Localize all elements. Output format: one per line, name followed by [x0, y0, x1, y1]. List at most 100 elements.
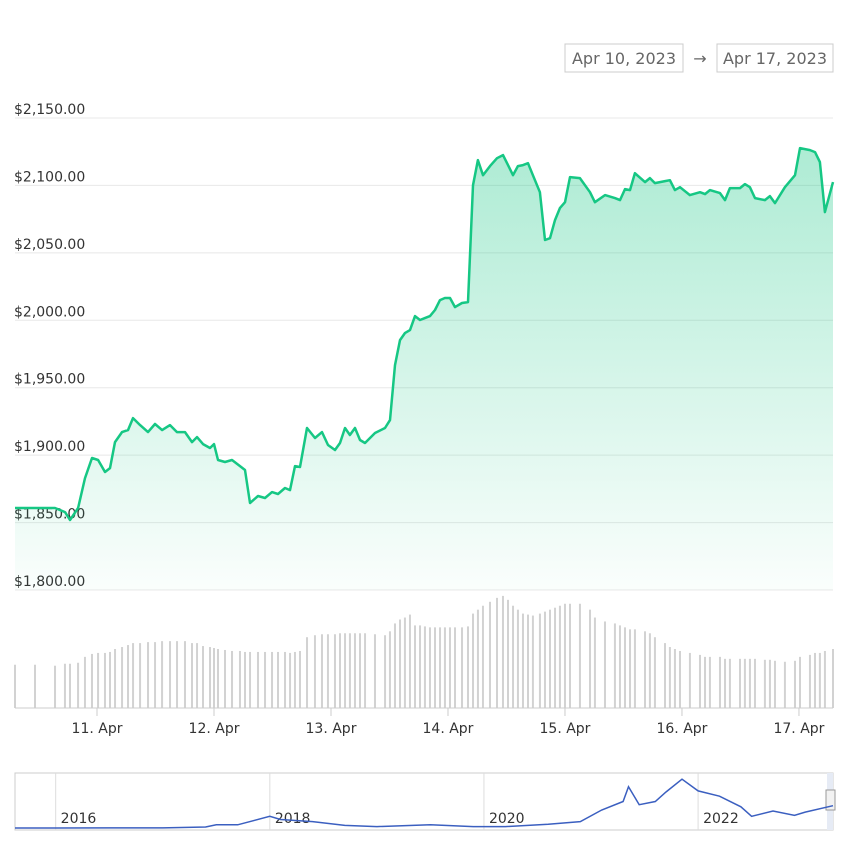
- volume-bar: [256, 651, 259, 708]
- x-tick-label: 11. Apr: [72, 721, 123, 737]
- volume-bar: [748, 658, 751, 708]
- volume-bar: [384, 635, 387, 708]
- volume-bar: [176, 641, 179, 708]
- volume-bar: [454, 627, 457, 708]
- volume-bar: [488, 601, 491, 708]
- volume-bar: [244, 651, 247, 708]
- volume-bar: [326, 634, 329, 708]
- volume-bar: [698, 654, 701, 708]
- volume-bar: [191, 643, 194, 708]
- volume-bar: [284, 651, 287, 708]
- volume-bar: [501, 595, 504, 708]
- volume-bar: [708, 656, 711, 708]
- volume-bar: [238, 650, 241, 708]
- volume-bar: [813, 652, 816, 708]
- volume-bar: [668, 647, 671, 708]
- x-tick-label: 15. Apr: [540, 721, 591, 737]
- volume-bar: [196, 643, 199, 708]
- volume-bar: [643, 631, 646, 708]
- volume-bar: [808, 654, 811, 708]
- volume-bar: [613, 623, 616, 708]
- price-line: [15, 146, 835, 522]
- volume-bar: [773, 660, 776, 708]
- volume-bar: [633, 629, 636, 708]
- volume-bar: [231, 650, 234, 708]
- volume-bar: [154, 642, 157, 708]
- volume-bar: [481, 605, 484, 708]
- y-tick-label: $2,000.00: [14, 304, 85, 320]
- volume-bar: [339, 633, 342, 708]
- y-tick-label: $1,950.00: [14, 372, 85, 388]
- volume-bar: [364, 633, 367, 708]
- volume-bar: [408, 614, 411, 708]
- volume-bar: [413, 625, 416, 708]
- volume-bar: [121, 647, 124, 708]
- y-tick-label: $1,900.00: [14, 439, 85, 455]
- volume-bar: [276, 651, 279, 708]
- volume-bar: [563, 603, 566, 708]
- volume-bar: [578, 603, 581, 708]
- volume-bar: [373, 634, 376, 708]
- volume-bar: [344, 633, 347, 708]
- volume-bar: [558, 605, 561, 708]
- x-tick-label: 16. Apr: [656, 721, 707, 737]
- volume-bar: [114, 649, 117, 708]
- volume-bar: [127, 645, 130, 708]
- volume-bar: [472, 613, 475, 708]
- volume-bar: [313, 635, 316, 708]
- volume-bar: [213, 648, 216, 708]
- volume-bar: [202, 646, 205, 708]
- volume-bar: [743, 658, 746, 708]
- volume-bar: [593, 617, 596, 708]
- date-to-box[interactable]: [716, 43, 834, 73]
- volume-bar: [688, 652, 691, 708]
- volume-bar: [673, 649, 676, 708]
- volume-bar: [353, 633, 356, 708]
- date-to[interactable]: Apr 17, 2023: [723, 49, 827, 68]
- volume-bar: [496, 597, 499, 708]
- volume-bar: [433, 627, 436, 708]
- volume-bar: [293, 651, 296, 708]
- volume-bar: [333, 634, 336, 708]
- navigator-handle[interactable]: [825, 789, 836, 811]
- volume-bar: [132, 643, 135, 708]
- volume-bar: [103, 652, 106, 708]
- volume-bar: [753, 658, 756, 708]
- date-from-box[interactable]: [564, 43, 684, 73]
- navigator-tick-label: 2020: [489, 811, 525, 827]
- volume-bar: [704, 656, 707, 708]
- date-from[interactable]: Apr 10, 2023: [572, 49, 676, 68]
- price-area: [15, 148, 833, 590]
- volume-bar: [763, 659, 766, 708]
- volume-bar: [799, 656, 802, 708]
- volume-bar: [271, 651, 274, 708]
- volume-bar: [476, 609, 479, 708]
- navigator-tick-label: 2022: [703, 811, 739, 827]
- volume-bar: [209, 647, 212, 708]
- navigator-line: [15, 778, 834, 829]
- y-tick-label: $2,100.00: [14, 169, 85, 185]
- volume-bar: [653, 637, 656, 708]
- volume-bar: [768, 659, 771, 708]
- volume-bar: [403, 617, 406, 708]
- volume-bar: [289, 652, 292, 708]
- volume-bar: [393, 623, 396, 708]
- volume-bar: [678, 650, 681, 708]
- volume-bar: [603, 621, 606, 708]
- volume-bar: [388, 631, 391, 708]
- volume-bar: [623, 627, 626, 708]
- volume-bar: [531, 615, 534, 708]
- x-tick-label: 13. Apr: [306, 721, 357, 737]
- x-tick-label: 14. Apr: [423, 721, 474, 737]
- y-tick-label: $2,150.00: [14, 102, 85, 118]
- volume-bar: [629, 629, 632, 708]
- volume-bar: [97, 652, 100, 708]
- volume-bar: [718, 656, 721, 708]
- volume-bar: [169, 641, 172, 708]
- volume-bar: [77, 662, 80, 708]
- volume-bar: [14, 664, 16, 708]
- volume-bar: [359, 633, 362, 708]
- volume-bar: [139, 643, 142, 708]
- volume-bar: [793, 660, 796, 708]
